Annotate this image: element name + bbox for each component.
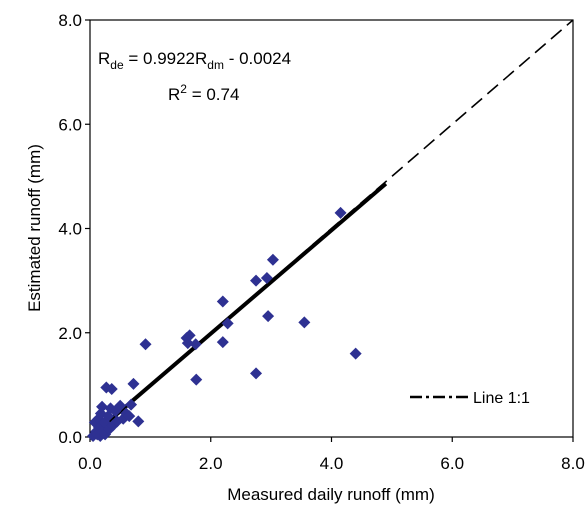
y-axis-ticks: 0.0 2.0 4.0 6.0 8.0 xyxy=(58,11,90,447)
r2-base: R xyxy=(168,85,180,104)
legend-label: Line 1:1 xyxy=(473,390,530,407)
r2-rest: = 0.74 xyxy=(187,85,239,104)
regression-line xyxy=(88,182,388,439)
data-point xyxy=(181,337,194,350)
data-point xyxy=(132,415,145,428)
y-tick-label: 0.0 xyxy=(58,428,82,447)
data-point xyxy=(250,367,263,380)
equation-mid-subscript: dm xyxy=(207,58,224,72)
data-point xyxy=(334,206,347,219)
data-point xyxy=(216,295,229,308)
x-tick-label: 6.0 xyxy=(440,454,464,473)
data-point xyxy=(298,316,311,329)
data-point xyxy=(183,329,196,342)
y-tick-label: 4.0 xyxy=(58,220,82,239)
data-point xyxy=(139,338,152,351)
equation-lhs-subscript: de xyxy=(110,58,124,72)
regression-equation: Rde = 0.9922Rdm - 0.0024 xyxy=(98,49,291,72)
data-point xyxy=(189,338,202,351)
data-point xyxy=(123,410,136,423)
data-point xyxy=(260,272,273,285)
y-tick-label: 2.0 xyxy=(58,324,82,343)
data-point xyxy=(250,274,263,287)
data-point xyxy=(96,400,109,413)
x-tick-label: 0.0 xyxy=(78,454,102,473)
y-tick-label: 6.0 xyxy=(58,115,82,134)
data-point xyxy=(266,253,279,266)
data-point xyxy=(125,398,138,411)
equation-lhs: R xyxy=(98,49,110,68)
data-points xyxy=(87,206,362,442)
x-tick-label: 8.0 xyxy=(561,454,585,473)
y-tick-label: 8.0 xyxy=(58,11,82,30)
data-point xyxy=(105,383,118,396)
x-axis-ticks: 0.0 2.0 4.0 6.0 8.0 xyxy=(78,437,585,473)
data-point xyxy=(190,373,203,386)
data-point xyxy=(114,399,127,412)
data-point xyxy=(216,336,229,349)
x-tick-label: 4.0 xyxy=(320,454,344,473)
data-point xyxy=(127,377,140,390)
r-squared-label: R2 = 0.74 xyxy=(168,82,239,104)
x-axis-title: Measured daily runoff (mm) xyxy=(227,485,435,504)
y-axis-title: Estimated runoff (mm) xyxy=(25,144,44,312)
data-point xyxy=(262,310,275,323)
data-point xyxy=(349,347,362,360)
r2-superscript: 2 xyxy=(180,82,187,96)
legend: Line 1:1 xyxy=(410,390,530,407)
equation-mid: = 0.9922R xyxy=(124,49,208,68)
equation-rest: - 0.0024 xyxy=(224,49,291,68)
x-tick-label: 2.0 xyxy=(199,454,223,473)
data-point xyxy=(221,317,234,330)
